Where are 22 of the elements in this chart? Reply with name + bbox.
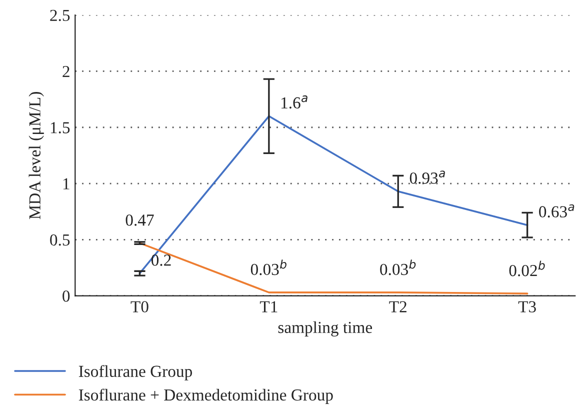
data-label: 0.02$^{b}$ — [509, 260, 545, 276]
y-tick-label: 0 — [62, 290, 70, 302]
legend-label: Isoflurane Group — [78, 365, 192, 380]
data-label: 0.63$^{a}$ — [539, 204, 574, 218]
legend-label: Isoflurane + Dexmedetomidine Group — [78, 388, 333, 404]
x-tick-label: T0 — [130, 301, 148, 312]
y-axis-title: MDA level (μM/L) — [28, 92, 44, 220]
data-label: 0.2 — [151, 254, 171, 266]
y-tick-label: 2 — [62, 66, 70, 78]
x-tick-label: T3 — [518, 301, 536, 312]
x-tick-label: T1 — [260, 301, 278, 312]
x-tick-label: T2 — [389, 301, 406, 312]
data-label: 1.6$^{a}$ — [282, 95, 308, 109]
data-label: 0.93$^{a}$ — [410, 170, 445, 184]
x-axis-title: sampling time — [278, 321, 372, 337]
data-label: 0.03$^{b}$ — [250, 260, 286, 276]
data-label: 0.03$^{b}$ — [380, 260, 416, 276]
y-tick-label: 2.5 — [50, 10, 70, 22]
y-tick-label: 1.5 — [50, 122, 70, 134]
data-label: 0.47 — [126, 214, 154, 226]
y-tick-label: 0.5 — [50, 234, 70, 246]
y-tick-label: 1 — [63, 178, 70, 190]
